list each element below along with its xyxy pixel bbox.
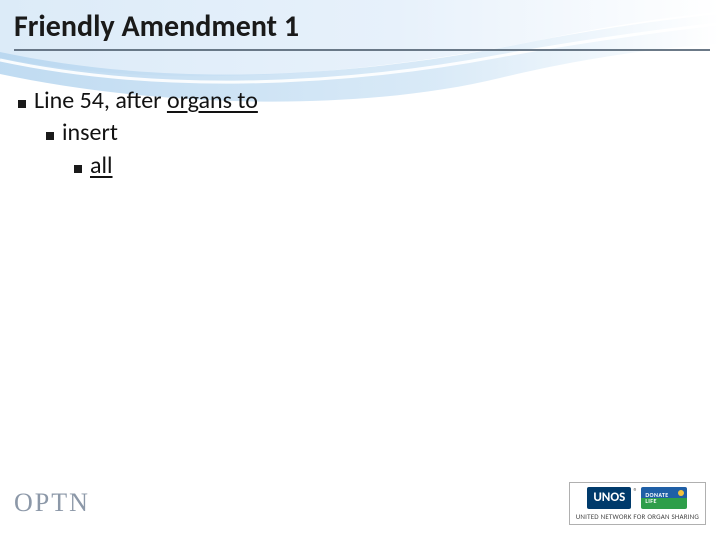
life-word: LIFE [645,498,687,504]
bullet-level-2: insert [46,117,702,149]
bullet-underlined: organs to [167,86,258,115]
title-bar: Friendly Amendment 1 [0,0,720,53]
bullet-marker-icon [74,165,82,173]
donate-life-icon: DONATE LIFE [641,487,687,509]
unos-logo-top: UNOS ® DONATE LIFE [587,487,687,509]
bullet-pre: insert [62,118,118,147]
unos-logo-block: UNOS ® DONATE LIFE UNITED NETWORK FOR OR… [569,482,706,525]
optn-logo: OPTN [14,488,90,518]
bullet-marker-icon [46,132,54,140]
sun-icon [678,490,684,496]
registered-icon: ® [633,487,637,497]
footer: OPTN UNOS ® DONATE LIFE UNITED NETWORK F… [0,476,720,530]
bullet-marker-icon [18,100,26,108]
bullet-pre: Line 54, after [34,86,167,115]
bullet-underlined: all [90,151,113,180]
unos-badge: UNOS [587,487,631,509]
unos-caption: UNITED NETWORK FOR ORGAN SHARING [576,512,699,521]
title-underline [14,49,710,51]
bullet-level-1: Line 54, after organs to [18,85,702,117]
bullet-text: Line 54, after organs to [34,85,258,117]
content-area: Line 54, after organs to insert all [0,53,720,182]
bullet-text: all [90,150,113,182]
slide-title: Friendly Amendment 1 [14,8,706,45]
bullet-level-3: all [74,150,702,182]
bullet-text: insert [62,117,118,149]
